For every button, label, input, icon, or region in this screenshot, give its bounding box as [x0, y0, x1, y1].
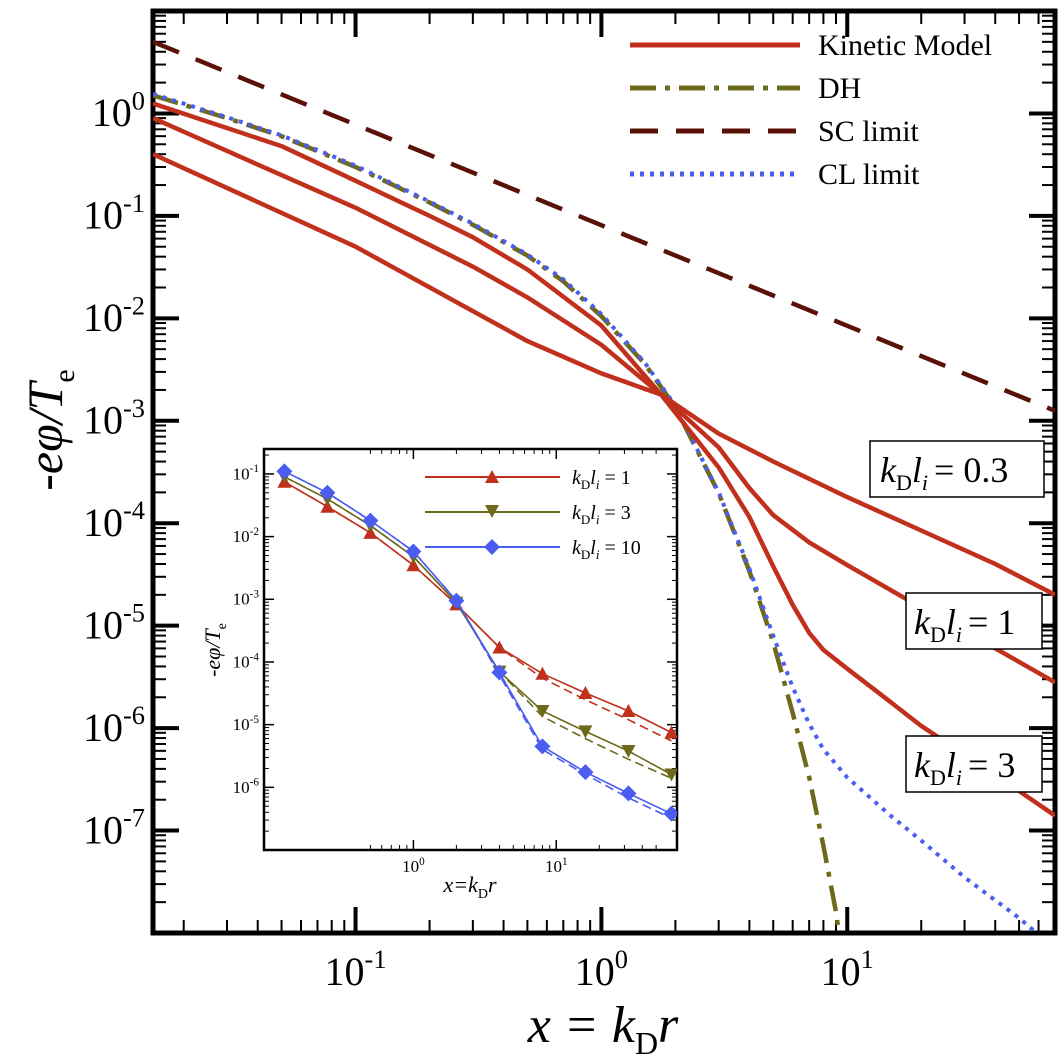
y-tick-label: 100 [92, 85, 145, 135]
inset-y-axis-label: -eφ/Te [200, 623, 230, 677]
annotation-kdli-3: kDli = 3 [905, 735, 1043, 793]
y-tick-label: 10-5 [233, 714, 260, 734]
inset-marker-diamond [577, 764, 594, 781]
inset-marker-triangle-down [621, 744, 636, 758]
annotation-label-kdli-03: kDli = 0.3 [880, 450, 1008, 495]
main-legend: Kinetic Model DH SC limit CL limit [630, 29, 992, 191]
inset-legend-marker-k10 [484, 539, 500, 555]
y-tick-label: 10-3 [83, 393, 145, 443]
inset-legend-item-k3: kDli = 3 [425, 502, 631, 527]
inset-marker-triangle-up [492, 640, 507, 654]
series-line-kinetic-model-kdli-1 [153, 116, 1055, 685]
inset-legend-item-k1: kDli = 1 [425, 467, 631, 492]
y-tick-label: 10-2 [233, 526, 259, 546]
inset-marker-triangle-up [578, 685, 593, 699]
y-tick-label: 10-1 [83, 188, 145, 238]
y-tick-label: 10-6 [83, 700, 145, 750]
inset-tick-labels: 100 101 10-1 10-2 10-3 10-4 10-5 10-6 [233, 463, 568, 876]
inset-marker-diamond [319, 484, 336, 501]
legend-item-sc: SC limit [630, 115, 920, 148]
inset-legend-label-k3: kDli = 3 [572, 502, 631, 527]
legend-label-cl: CL limit [818, 158, 920, 191]
inset-legend-marker-k3 [485, 505, 499, 518]
inset-marker-triangle-down [664, 768, 677, 782]
x-tick-label: 100 [402, 856, 425, 876]
y-tick-label: 10-7 [83, 803, 145, 853]
inset-legend-marker-k1 [485, 470, 499, 483]
main-x-axis-label: x = kDr [527, 997, 679, 1061]
annotation-box-kdli-3 [905, 735, 1043, 793]
inset-marker-triangle-up [621, 704, 636, 718]
legend-item-dh: DH [630, 72, 861, 105]
legend-item-cl: CL limit [630, 158, 920, 191]
y-tick-label: 10-4 [83, 495, 145, 545]
inset-marker-diamond [362, 512, 379, 529]
inset-x-axis-label: x=kDr [442, 872, 497, 902]
y-tick-label: 10-3 [233, 589, 260, 609]
main-series-group [153, 39, 1055, 933]
main-y-axis-label: -eφ/Te [17, 369, 81, 491]
annotation-box-kdli-1 [905, 592, 1043, 650]
annotation-kdli-1: kDli = 1 [905, 592, 1043, 650]
x-tick-label: 101 [821, 944, 874, 994]
y-tick-label: 10-2 [83, 290, 145, 340]
y-tick-label: 10-4 [233, 651, 260, 671]
y-tick-label: 10-1 [233, 463, 259, 483]
inset-series-group [276, 463, 677, 822]
inset-marker-triangle-up [535, 666, 550, 680]
inset-marker-triangle-down [578, 725, 593, 739]
inset-legend: kDli = 1 kDli = 3 kDli = 10 [425, 467, 641, 562]
inset-marker-diamond [663, 805, 677, 822]
series-line-kinetic-model-kdli-0-3 [153, 152, 1055, 597]
y-tick-label: 10-5 [83, 598, 145, 648]
inset-marker-triangle-down [535, 705, 550, 719]
annotation-label-kdli-1: kDli = 1 [914, 602, 1015, 647]
inset-marker-diamond [620, 785, 637, 802]
inset-legend-item-k10: kDli = 10 [425, 537, 641, 562]
legend-label-kinetic: Kinetic Model [818, 29, 992, 62]
inset-marker-triangle-up [320, 499, 335, 513]
main-tick-labels: 10-1 100 101 100 10-1 10-2 10-3 10-4 10-5 10-6 10-… [83, 85, 874, 994]
inset-marker-triangle-up [664, 725, 677, 739]
inset-marker-triangle-up [406, 558, 421, 572]
x-tick-label: 101 [545, 856, 568, 876]
inset-marker-diamond [491, 664, 508, 681]
legend-item-kinetic: Kinetic Model [630, 29, 992, 62]
series-line-sc-limit [153, 39, 1055, 413]
inset-series-line-2 [284, 470, 672, 815]
inset-legend-label-k10: kDli = 10 [572, 537, 641, 562]
x-tick-label: 100 [575, 944, 628, 994]
series-line-dh [153, 93, 842, 933]
inset-series-line-0 [283, 481, 672, 734]
inset-marker-diamond [405, 543, 422, 560]
annotation-kdli-03: kDli = 0.3 [869, 440, 1045, 498]
inset-legend-label-k1: kDli = 1 [572, 467, 631, 492]
legend-label-sc: SC limit [818, 115, 920, 148]
inset-marker-diamond [276, 463, 293, 480]
annotation-box-kdli-03 [869, 440, 1045, 498]
inset-marker-diamond [448, 592, 465, 609]
x-tick-label: 10-1 [325, 944, 387, 994]
annotation-label-kdli-3: kDli = 3 [914, 745, 1015, 790]
series-line-kinetic-model-kdli-3 [153, 101, 1055, 818]
main-axis-ticks [153, 9, 1056, 935]
y-tick-label: 10-6 [233, 777, 260, 797]
inset-marker-diamond [534, 738, 551, 755]
legend-label-dh: DH [818, 72, 861, 105]
